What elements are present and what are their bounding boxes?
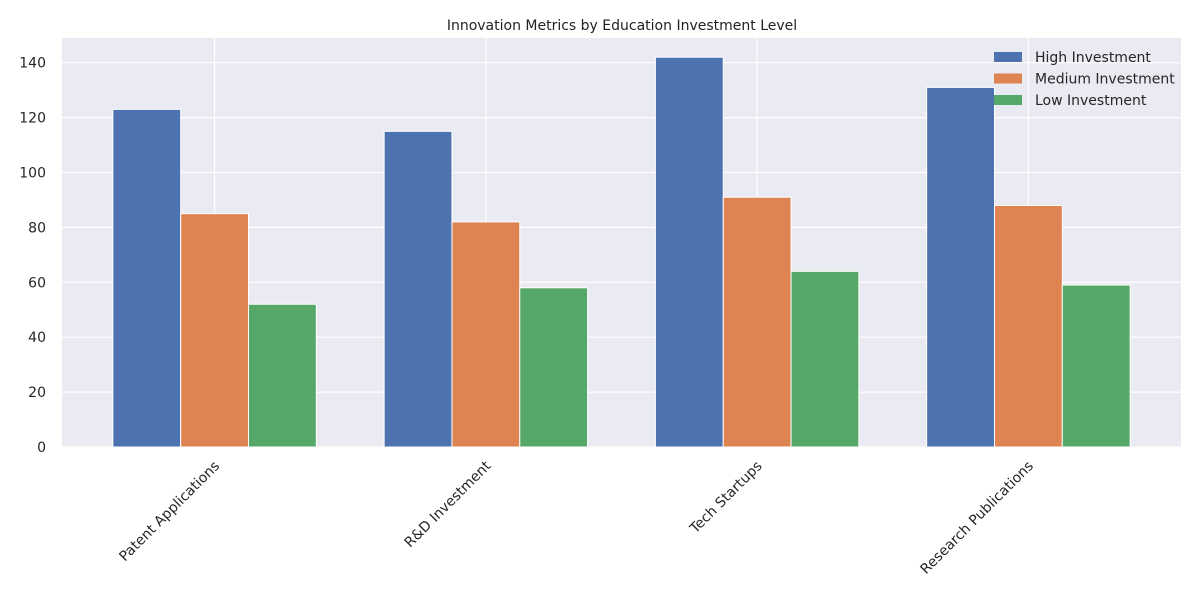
- x-tick-label: R&D Investment: [402, 458, 495, 551]
- legend-swatch: [994, 52, 1022, 62]
- legend-swatch: [994, 95, 1022, 105]
- bar-low-investment: [248, 303, 317, 448]
- bar-medium-investment: [180, 213, 250, 448]
- bar-low-investment: [790, 270, 860, 448]
- y-tick-label: 100: [19, 166, 46, 182]
- legend-label: High Investment: [1035, 50, 1151, 66]
- y-tick-label: 20: [28, 385, 46, 401]
- y-tick-label: 80: [28, 220, 46, 236]
- x-axis-ticks: Patent Applications R&D Investment Tech St…: [116, 458, 1036, 578]
- legend: High Investment Medium Investment Low Inve…: [994, 50, 1175, 109]
- chart-title: Innovation Metrics by Education Investme…: [447, 18, 797, 34]
- bar-high-investment: [112, 108, 182, 448]
- x-tick-label: Patent Applications: [116, 458, 223, 565]
- bar-medium-investment: [722, 196, 792, 448]
- bar-high-investment: [926, 86, 996, 448]
- bars: [112, 56, 1131, 448]
- legend-label: Low Investment: [1035, 93, 1147, 109]
- bar-medium-investment: [451, 221, 521, 448]
- legend-label: Medium Investment: [1035, 72, 1175, 88]
- bar-medium-investment: [994, 204, 1063, 448]
- bar-low-investment: [1061, 284, 1131, 448]
- x-tick-label: Research Publications: [918, 458, 1037, 577]
- bar-high-investment: [383, 130, 453, 448]
- bar-low-investment: [519, 287, 589, 448]
- bar-high-investment: [654, 56, 724, 448]
- y-axis-ticks: 0 20 40 60 80 100 120 140: [19, 56, 46, 456]
- y-tick-label: 60: [28, 275, 46, 291]
- y-tick-label: 0: [37, 440, 46, 456]
- legend-swatch: [994, 73, 1022, 84]
- y-tick-label: 120: [19, 111, 46, 127]
- x-tick-label: Tech Startups: [686, 458, 765, 537]
- y-tick-label: 40: [28, 330, 46, 346]
- y-tick-label: 140: [19, 56, 46, 72]
